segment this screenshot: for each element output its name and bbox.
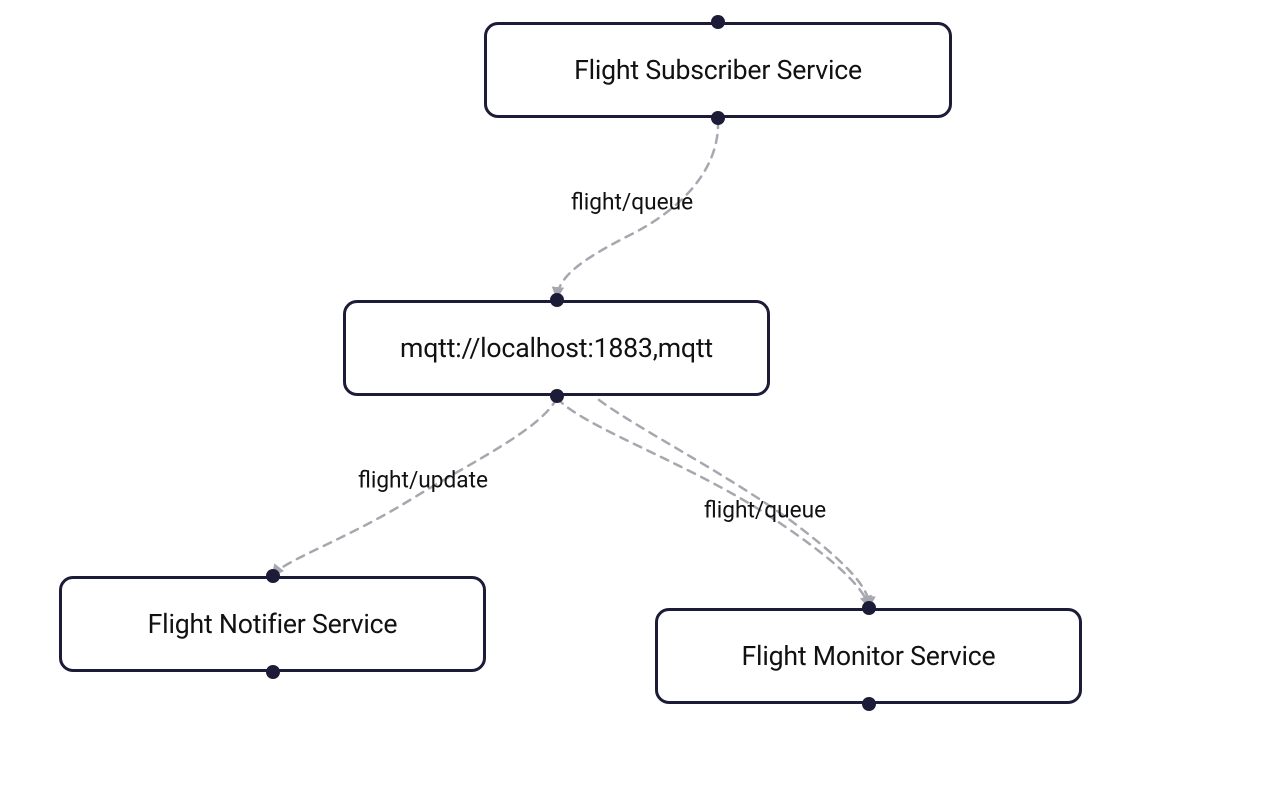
- node-label: Flight Subscriber Service: [574, 54, 862, 86]
- port-subscriber-top: [711, 15, 725, 29]
- node-label: mqtt://localhost:1883,mqtt: [400, 332, 713, 364]
- node-monitor[interactable]: Flight Monitor Service: [655, 608, 1082, 704]
- node-subscriber[interactable]: Flight Subscriber Service: [484, 22, 952, 118]
- node-broker[interactable]: mqtt://localhost:1883,mqtt: [343, 300, 770, 396]
- edge-label-e3a: flight/queue: [704, 497, 826, 524]
- port-broker-bottom: [550, 389, 564, 403]
- edge-label-e2: flight/update: [358, 467, 488, 494]
- port-monitor-bottom: [862, 697, 876, 711]
- node-label: Flight Monitor Service: [742, 640, 996, 672]
- node-label: Flight Notifier Service: [148, 608, 398, 640]
- port-subscriber-bottom: [711, 111, 725, 125]
- node-notifier[interactable]: Flight Notifier Service: [59, 576, 486, 672]
- edge-label-e1: flight/queue: [571, 189, 693, 216]
- port-monitor-top: [862, 601, 876, 615]
- port-notifier-bottom: [266, 665, 280, 679]
- port-broker-top: [550, 293, 564, 307]
- port-notifier-top: [266, 569, 280, 583]
- diagram-canvas: flight/queue flight/update flight/queue Fli…: [0, 0, 1264, 788]
